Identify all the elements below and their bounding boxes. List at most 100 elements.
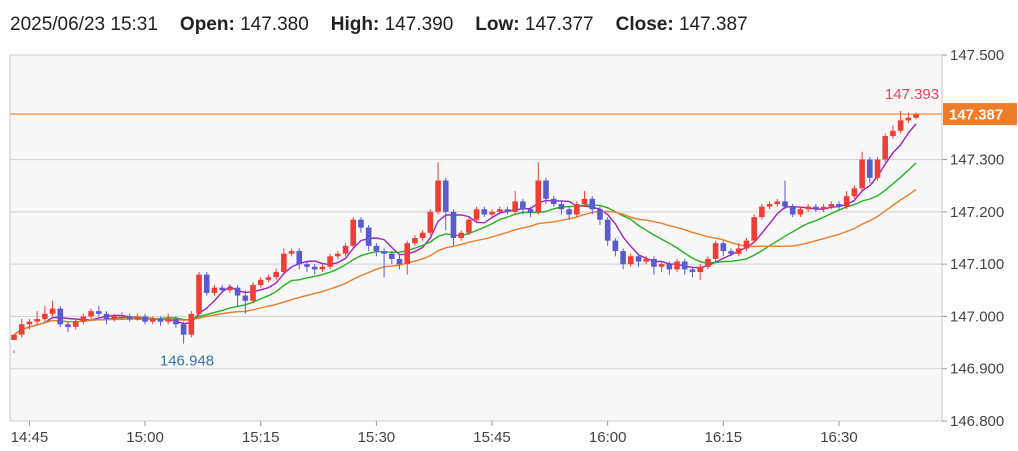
candle-body [712, 243, 719, 259]
candle-body [843, 196, 850, 207]
candle-body [111, 316, 118, 320]
candle-body [905, 117, 912, 121]
candle-body [735, 248, 742, 254]
candle-body [435, 180, 441, 212]
candle-body [589, 198, 596, 210]
candle-body [466, 219, 472, 233]
x-tick-label: 15:30 [358, 429, 396, 446]
header-datetime: 2025/06/23 15:31 [10, 14, 158, 35]
close-value: 147.387 [678, 14, 748, 35]
y-tick-label: 146.900 [950, 361, 1004, 378]
candle-body [288, 251, 295, 254]
candle-body [203, 274, 210, 293]
candle-body [859, 159, 865, 189]
candle-body [42, 313, 48, 320]
open-value: 147.380 [240, 14, 309, 35]
candle-body [342, 245, 349, 254]
candle-body [458, 232, 464, 238]
candle-body [96, 311, 102, 314]
candle-body [789, 206, 796, 215]
candle-body [496, 209, 503, 212]
candle-body [574, 204, 580, 215]
candle-body [265, 277, 272, 280]
candle-body [867, 159, 873, 178]
y-tick-label: 147.000 [950, 308, 1004, 325]
current-price-label: 147.387 [949, 107, 1003, 124]
candle-body [751, 217, 757, 241]
candle-body [566, 209, 572, 215]
x-tick-label: 15:15 [242, 429, 280, 446]
candle-body [304, 264, 310, 267]
candle-body [882, 136, 889, 160]
candle-body [890, 130, 896, 137]
candle-body [26, 321, 33, 325]
candle-body [34, 319, 40, 322]
candle-body [381, 251, 387, 254]
candle-body [612, 240, 619, 252]
candle-body [597, 209, 603, 220]
candle-body [388, 253, 395, 259]
candle-body [820, 206, 827, 210]
candle-body [396, 258, 403, 265]
candle-body [689, 269, 696, 272]
candle-body [527, 209, 534, 212]
ma-mid-line [13, 162, 917, 336]
candle-body [666, 264, 673, 270]
low-value: 147.377 [524, 14, 594, 35]
candle-body [481, 209, 488, 215]
candle-body [157, 319, 164, 322]
candle-body [489, 211, 495, 215]
candle-body [173, 319, 179, 325]
header-high: High: 147.390 [331, 14, 454, 36]
candle-body [234, 287, 241, 296]
candle-body [759, 206, 765, 218]
x-tick-label: 15:00 [126, 429, 164, 446]
candle-body [512, 201, 518, 212]
candle-body [635, 256, 642, 262]
max-price-label: 147.393 [885, 86, 939, 103]
current-price-tag [943, 103, 1017, 126]
candle-body [149, 319, 156, 322]
candle-body [774, 201, 781, 205]
candle-body [766, 204, 773, 207]
candle-body [442, 180, 449, 212]
candle-body [134, 316, 141, 320]
candle-body [65, 324, 71, 327]
candle-body [805, 206, 811, 210]
candle-body [643, 258, 650, 262]
header-open: Open: 147.380 [180, 14, 309, 36]
candle-body [720, 243, 727, 252]
candle-body [180, 324, 187, 335]
candle-body [49, 308, 56, 314]
y-axis: 147.500 147.300 147.200 147.100 147.000 146.9… [942, 47, 1004, 430]
close-label: Close: [615, 14, 674, 35]
header-low: Low: 147.377 [475, 14, 593, 36]
candle-body [520, 201, 526, 210]
candle-body [335, 253, 341, 257]
candle-body [558, 204, 565, 210]
candle-body [427, 211, 434, 233]
x-tick-label: 16:15 [705, 429, 743, 446]
candle-body [242, 295, 249, 301]
candle-body [142, 316, 148, 322]
candle-body [620, 251, 626, 265]
candle-body [550, 198, 557, 205]
candle-body [119, 316, 125, 318]
candle-body [188, 313, 195, 335]
candles [11, 110, 919, 354]
y-tick-label: 147.200 [950, 204, 1004, 221]
plot-area [9, 54, 943, 422]
candle-body [851, 188, 858, 197]
candle-body [797, 209, 804, 215]
candle-body [358, 219, 364, 228]
candle-body [581, 198, 588, 205]
candle-body [674, 261, 680, 270]
candle-body [728, 251, 734, 254]
y-tick-label: 147.100 [950, 256, 1004, 273]
y-tick-label: 147.500 [950, 47, 1004, 64]
candle-body [281, 253, 287, 272]
candle-body [250, 285, 256, 301]
ohlc-header: 2025/06/23 15:31 Open: 147.380 High: 147… [10, 12, 770, 38]
candle-body [126, 316, 133, 320]
